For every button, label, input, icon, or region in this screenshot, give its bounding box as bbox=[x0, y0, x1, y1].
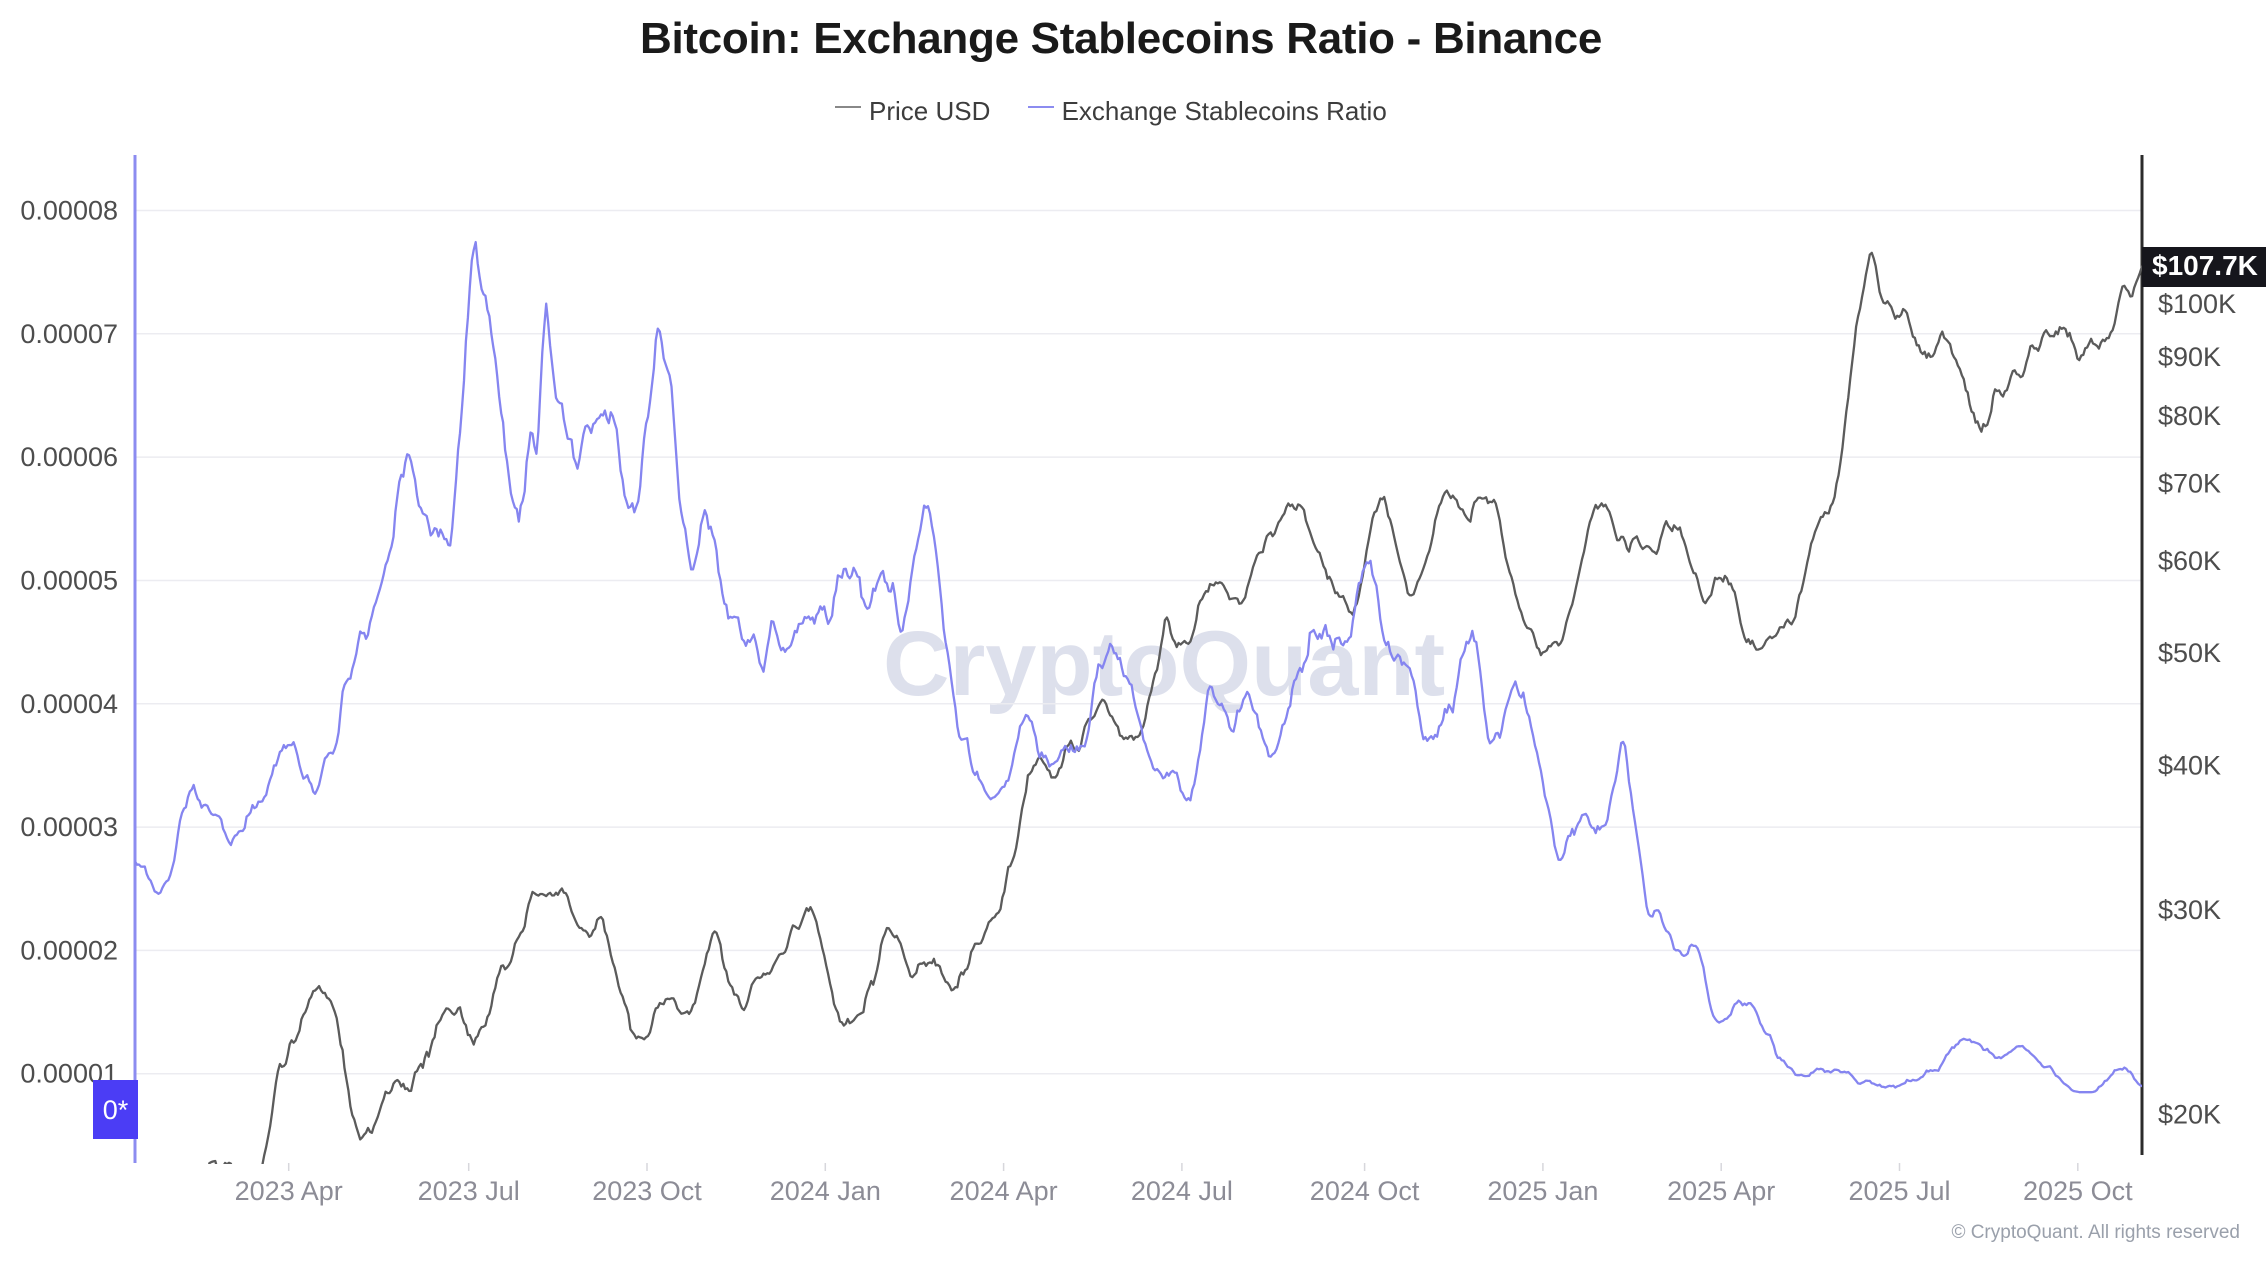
svg-text:2025 Oct: 2025 Oct bbox=[2023, 1176, 2133, 1206]
svg-text:2024 Jul: 2024 Jul bbox=[1131, 1176, 1233, 1206]
svg-text:2025 Apr: 2025 Apr bbox=[1667, 1176, 1775, 1206]
svg-text:2024 Jan: 2024 Jan bbox=[770, 1176, 881, 1206]
svg-text:0.00004: 0.00004 bbox=[20, 689, 118, 719]
svg-text:$107.7K: $107.7K bbox=[2152, 250, 2258, 281]
svg-text:2025 Jan: 2025 Jan bbox=[1487, 1176, 1598, 1206]
svg-text:0.00008: 0.00008 bbox=[20, 196, 118, 226]
svg-text:$100K: $100K bbox=[2158, 289, 2236, 319]
svg-text:0.00005: 0.00005 bbox=[20, 566, 118, 596]
svg-text:$40K: $40K bbox=[2158, 750, 2221, 780]
svg-text:0.00003: 0.00003 bbox=[20, 812, 118, 842]
svg-text:$70K: $70K bbox=[2158, 469, 2221, 499]
svg-text:2025 Jul: 2025 Jul bbox=[1848, 1176, 1950, 1206]
svg-text:$30K: $30K bbox=[2158, 895, 2221, 925]
svg-text:2024 Oct: 2024 Oct bbox=[1310, 1176, 1420, 1206]
svg-text:$60K: $60K bbox=[2158, 546, 2221, 576]
svg-text:0*: 0* bbox=[103, 1095, 129, 1125]
svg-text:0.00007: 0.00007 bbox=[20, 319, 118, 349]
svg-text:$20K: $20K bbox=[2158, 1099, 2221, 1129]
svg-text:0.00006: 0.00006 bbox=[20, 442, 118, 472]
svg-text:0.00002: 0.00002 bbox=[20, 935, 118, 965]
svg-text:$80K: $80K bbox=[2158, 401, 2221, 431]
svg-text:2023 Jul: 2023 Jul bbox=[418, 1176, 520, 1206]
svg-text:2023 Apr: 2023 Apr bbox=[235, 1176, 343, 1206]
svg-text:2024 Apr: 2024 Apr bbox=[950, 1176, 1058, 1206]
svg-text:$90K: $90K bbox=[2158, 342, 2221, 372]
svg-text:$50K: $50K bbox=[2158, 638, 2221, 668]
svg-text:2023 Oct: 2023 Oct bbox=[592, 1176, 702, 1206]
